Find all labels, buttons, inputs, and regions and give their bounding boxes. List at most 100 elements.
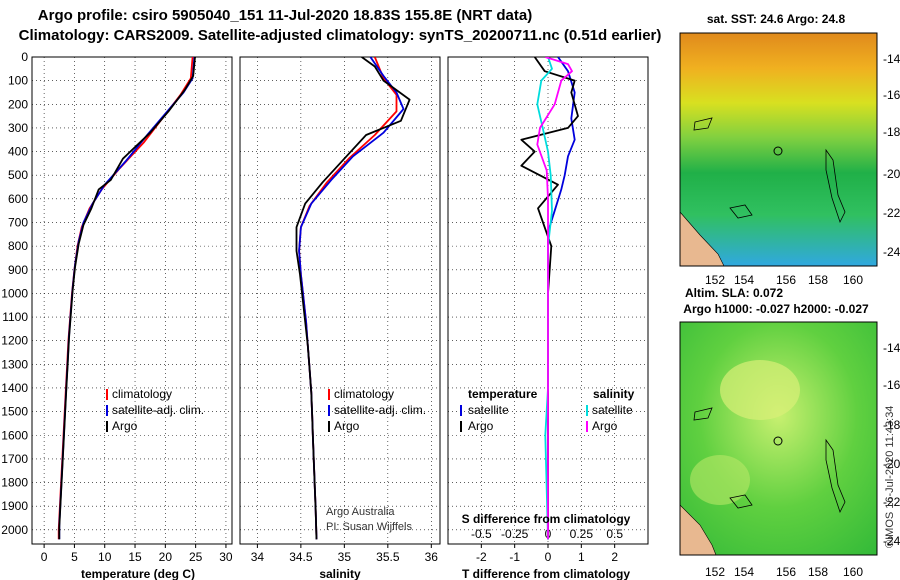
y-tick-label: -22 xyxy=(883,206,900,220)
x-tick-label: 35 xyxy=(338,550,352,564)
depth-tick-label: 100 xyxy=(8,74,28,88)
sla-reef-outline-west xyxy=(693,407,713,421)
y-tick-label: -14 xyxy=(883,52,900,66)
x-tick-label: 35.5 xyxy=(376,550,400,564)
s-tick-label: 0.5 xyxy=(606,527,623,541)
x-tick-label: 15 xyxy=(128,550,142,564)
x-tick-label: 5 xyxy=(71,550,78,564)
series-line-climatology xyxy=(57,57,194,540)
depth-tick-label: 1200 xyxy=(1,334,28,348)
x-tick-label: 30 xyxy=(219,550,233,564)
depth-tick-label: 0 xyxy=(21,50,28,64)
x-tick-label: 0 xyxy=(545,550,552,564)
temperature-legend: climatology satellite-adj. clim. Argo xyxy=(106,387,204,433)
difference-panel: -2 -1 0 1 2 -0.5 -0.25 0 0.25 0.5 T difference f… xyxy=(447,56,649,580)
legend-climatology: climatology xyxy=(334,387,394,401)
sla-field xyxy=(680,322,877,555)
credit-argo-australia: Argo Australia xyxy=(326,506,395,518)
depth-tick-label: 400 xyxy=(8,145,28,159)
sst-reef-outline-south xyxy=(729,204,753,219)
x-tick-label: 156 xyxy=(776,565,796,579)
depth-tick-label: 700 xyxy=(8,215,28,229)
y-tick-label: -14 xyxy=(883,341,900,355)
sla-map-title-1: Altim. SLA: 0.072 xyxy=(685,286,783,300)
depth-tick-label: 1600 xyxy=(1,428,28,442)
series-line-argo xyxy=(295,57,411,540)
temperature-series xyxy=(57,57,196,540)
salinity-panel: 34 34.5 35 35.5 36 salinity climatology sate… xyxy=(239,56,441,580)
legend-swatch-climatology xyxy=(106,389,108,400)
series-line-satellite-adj-clim- xyxy=(58,57,196,540)
title-line-1: Argo profile: csiro 5905040_151 11-Jul-2… xyxy=(38,7,532,24)
legend-climatology: climatology xyxy=(112,387,172,401)
y-tick-label: -24 xyxy=(883,245,900,259)
legend-swatch-t-satellite xyxy=(460,405,462,416)
x-tick-label: 152 xyxy=(705,565,725,579)
depth-tick-label: 1700 xyxy=(1,452,28,466)
s-tick-label: -0.25 xyxy=(501,527,529,541)
temperature-panel: 0 5 10 15 20 25 30 temperature (deg C) climato… xyxy=(31,56,233,580)
legend-t-satellite: satellite xyxy=(468,403,509,417)
x-tick-label: 34.5 xyxy=(289,550,313,564)
imos-credit: ©IMOS 16-Jul-2020 11:43:34 xyxy=(884,406,896,548)
depth-tick-label: 800 xyxy=(8,239,28,253)
legend-s-satellite: satellite xyxy=(592,403,633,417)
sst-argo-position-marker xyxy=(773,146,783,156)
depth-tick-label: 1300 xyxy=(1,357,28,371)
difference-xlabel: T difference from climatology xyxy=(462,567,630,580)
salinity-legend: climatology satellite-adj. clim. Argo xyxy=(328,387,426,433)
legend-swatch-satellite xyxy=(106,405,108,416)
legend-swatch-s-argo xyxy=(586,421,588,432)
sst-map-x-ticks: 152 154 156 158 160 xyxy=(705,273,863,287)
x-tick-label: 2 xyxy=(611,550,618,564)
legend-swatch-satellite xyxy=(328,405,330,416)
depth-tick-label: 900 xyxy=(8,263,28,277)
series-line-t-argo xyxy=(520,57,579,540)
x-tick-label: -2 xyxy=(476,550,487,564)
sla-map-title-2: Argo h1000: -0.027 h2000: -0.027 xyxy=(683,302,869,316)
legend-salinity-header: salinity xyxy=(593,387,635,401)
difference-s-ticks: -0.5 -0.25 0 0.25 0.5 xyxy=(471,527,623,541)
legend-t-argo: Argo xyxy=(468,419,494,433)
sla-reef-outline-south xyxy=(729,494,753,509)
temperature-gridlines xyxy=(32,56,232,544)
depth-tick-label: 1900 xyxy=(1,499,28,513)
salinity-series xyxy=(295,57,411,540)
legend-argo: Argo xyxy=(112,419,138,433)
title-line-2: Climatology: CARS2009. Satellite-adjuste… xyxy=(19,27,662,44)
x-tick-label: 1 xyxy=(578,550,585,564)
y-tick-label: -20 xyxy=(883,167,900,181)
legend-satellite: satellite-adj. clim. xyxy=(334,403,426,417)
x-tick-label: 160 xyxy=(843,565,863,579)
legend-satellite: satellite-adj. clim. xyxy=(112,403,204,417)
legend-swatch-argo xyxy=(106,421,108,432)
x-tick-label: 10 xyxy=(98,550,112,564)
sla-map-x-ticks: 152 154 156 158 160 xyxy=(705,565,863,579)
legend-swatch-t-argo xyxy=(460,421,462,432)
sst-reef-outline xyxy=(825,148,846,224)
salinity-xlabel: salinity xyxy=(319,567,361,580)
x-tick-label: 154 xyxy=(734,565,754,579)
s-tick-label: -0.5 xyxy=(471,527,492,541)
sla-map-frame xyxy=(679,321,878,556)
depth-tick-label: 2000 xyxy=(1,523,28,537)
sst-map-y-ticks: -14 -16 -18 -20 -22 -24 xyxy=(883,52,900,259)
legend-swatch-argo xyxy=(328,421,330,432)
legend-argo: Argo xyxy=(334,419,360,433)
credit-pi: PI: Susan Wijffels xyxy=(326,521,412,533)
s-tick-label: 0.25 xyxy=(570,527,594,541)
x-tick-label: 156 xyxy=(776,273,796,287)
sst-map: sat. SST: 24.6 Argo: 24.8 -14 -16 -18 -2… xyxy=(679,12,900,287)
x-tick-label: 158 xyxy=(808,273,828,287)
depth-tick-label: 1800 xyxy=(1,476,28,490)
sla-map-y-ticks: -14 -16 -18 -20 -22 -24 xyxy=(883,341,900,548)
legend-temperature-header: temperature xyxy=(468,387,538,401)
depth-tick-label: 1500 xyxy=(1,405,28,419)
x-tick-label: 36 xyxy=(425,550,439,564)
depth-tick-label: 200 xyxy=(8,97,28,111)
x-tick-label: 152 xyxy=(705,273,725,287)
series-line-s-argo xyxy=(536,57,573,540)
depth-tick-label: 1100 xyxy=(2,310,28,324)
legend-s-argo: Argo xyxy=(592,419,618,433)
sla-reef-outline xyxy=(825,438,846,514)
